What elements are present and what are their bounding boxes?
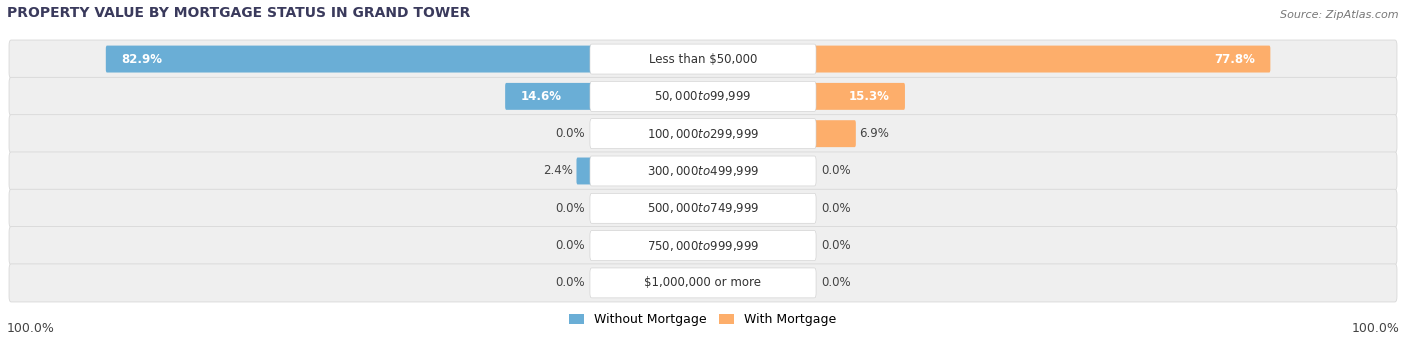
FancyBboxPatch shape xyxy=(591,231,815,261)
Text: $500,000 to $749,999: $500,000 to $749,999 xyxy=(647,201,759,215)
FancyBboxPatch shape xyxy=(813,120,856,147)
FancyBboxPatch shape xyxy=(8,264,1398,302)
FancyBboxPatch shape xyxy=(8,226,1398,265)
Text: $750,000 to $999,999: $750,000 to $999,999 xyxy=(647,239,759,253)
Text: 77.8%: 77.8% xyxy=(1215,53,1256,65)
FancyBboxPatch shape xyxy=(8,115,1398,153)
Text: 0.0%: 0.0% xyxy=(821,164,851,177)
FancyBboxPatch shape xyxy=(813,46,1271,73)
Text: 0.0%: 0.0% xyxy=(821,277,851,290)
Text: 0.0%: 0.0% xyxy=(821,239,851,252)
FancyBboxPatch shape xyxy=(591,156,815,186)
Text: 0.0%: 0.0% xyxy=(555,202,585,215)
Text: 82.9%: 82.9% xyxy=(121,53,162,65)
Text: 0.0%: 0.0% xyxy=(555,239,585,252)
Text: 6.9%: 6.9% xyxy=(859,127,889,140)
Text: PROPERTY VALUE BY MORTGAGE STATUS IN GRAND TOWER: PROPERTY VALUE BY MORTGAGE STATUS IN GRA… xyxy=(7,6,471,20)
Text: $1,000,000 or more: $1,000,000 or more xyxy=(644,277,762,290)
FancyBboxPatch shape xyxy=(813,83,905,110)
FancyBboxPatch shape xyxy=(591,268,815,298)
Text: 0.0%: 0.0% xyxy=(555,127,585,140)
Text: 0.0%: 0.0% xyxy=(821,202,851,215)
Text: 14.6%: 14.6% xyxy=(520,90,561,103)
Text: $300,000 to $499,999: $300,000 to $499,999 xyxy=(647,164,759,178)
FancyBboxPatch shape xyxy=(591,81,815,111)
Text: $50,000 to $99,999: $50,000 to $99,999 xyxy=(654,89,752,103)
Text: 2.4%: 2.4% xyxy=(544,164,574,177)
Text: $100,000 to $299,999: $100,000 to $299,999 xyxy=(647,127,759,141)
FancyBboxPatch shape xyxy=(8,189,1398,227)
FancyBboxPatch shape xyxy=(8,152,1398,190)
Text: Less than $50,000: Less than $50,000 xyxy=(648,53,758,65)
FancyBboxPatch shape xyxy=(576,158,593,184)
Text: 15.3%: 15.3% xyxy=(849,90,890,103)
FancyBboxPatch shape xyxy=(591,119,815,149)
Text: Source: ZipAtlas.com: Source: ZipAtlas.com xyxy=(1281,11,1399,20)
Text: 100.0%: 100.0% xyxy=(1351,322,1399,335)
Legend: Without Mortgage, With Mortgage: Without Mortgage, With Mortgage xyxy=(569,313,837,326)
Text: 0.0%: 0.0% xyxy=(555,277,585,290)
FancyBboxPatch shape xyxy=(105,46,593,73)
FancyBboxPatch shape xyxy=(505,83,593,110)
Text: 100.0%: 100.0% xyxy=(7,322,55,335)
FancyBboxPatch shape xyxy=(8,40,1398,78)
FancyBboxPatch shape xyxy=(591,44,815,74)
FancyBboxPatch shape xyxy=(8,77,1398,115)
FancyBboxPatch shape xyxy=(591,193,815,223)
